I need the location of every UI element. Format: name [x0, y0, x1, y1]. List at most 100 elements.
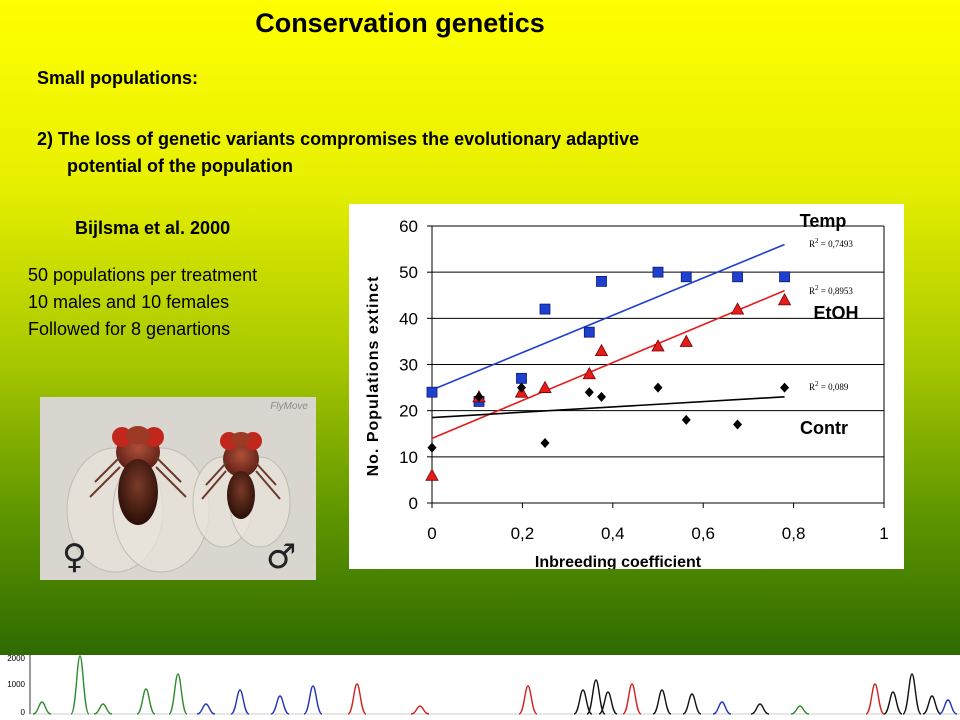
trace-peak	[70, 655, 90, 715]
data-point-etoh	[582, 366, 596, 380]
trace-peak	[196, 703, 216, 715]
trace-peak	[652, 689, 672, 715]
trace-peak	[586, 679, 606, 715]
slide-title: Conservation genetics	[255, 8, 545, 38]
x-axis-title: Inbreeding coefficient	[535, 554, 702, 569]
electropherogram-svg: 2000 1000 0	[7, 655, 960, 717]
trendline-temp	[431, 243, 785, 391]
data-point-etoh	[425, 468, 439, 481]
note-line: Followed for 8 genartions	[28, 319, 231, 339]
male-symbol-icon: ♂	[266, 537, 297, 577]
r-squared-contr: R2 = 0,089	[809, 380, 849, 392]
electropherogram-strip: 2000 1000 0	[0, 655, 960, 720]
extinction-chart: 0 10 20 30 40 50 60 0 0,2 0,4 0,6 0,8 1 Inbreeding co…	[349, 204, 904, 569]
photo-credit: FlyMove	[270, 401, 308, 412]
female-symbol-icon: ♀	[62, 537, 87, 577]
data-point-etoh	[594, 343, 609, 357]
trace-peak	[902, 673, 922, 715]
r-squared-etoh: R2 = 0,8953	[809, 284, 853, 296]
data-point-etoh	[651, 339, 665, 352]
trace-peak	[410, 705, 430, 715]
x-tick-label: 0,6	[691, 524, 715, 543]
data-point-contr	[516, 382, 526, 393]
y-tick-label: 30	[399, 356, 418, 375]
data-point-temp	[539, 303, 551, 315]
trace-peak	[303, 685, 323, 715]
data-point-etoh	[538, 380, 552, 393]
x-tick-label: 0,2	[511, 524, 535, 543]
trace-axis-label: 0	[21, 708, 26, 717]
reference: Bijlsma et al. 2000	[75, 218, 231, 238]
legend-label-temp: Temp	[800, 211, 847, 231]
y-tick-label: 20	[399, 402, 418, 421]
trace-peak	[712, 701, 732, 715]
chart-svg: 0 10 20 30 40 50 60 0 0,2 0,4 0,6 0,8 1 Inbreeding co…	[365, 211, 889, 569]
trace-peak	[347, 683, 367, 715]
trace-peak	[230, 689, 250, 715]
male-fly	[192, 432, 291, 548]
data-point-temp	[583, 326, 595, 338]
trace-peak	[270, 695, 290, 715]
y-tick-label: 10	[399, 448, 418, 467]
data-point-contr	[597, 391, 606, 402]
trace-peak	[518, 685, 538, 715]
x-tick-label: 1	[879, 524, 888, 543]
y-tick-label: 60	[399, 217, 418, 236]
y-tick-label: 40	[399, 309, 418, 328]
data-point-contr	[681, 414, 691, 425]
data-point-contr	[584, 387, 594, 398]
main-point-line-1: 2) The loss of genetic variants compromi…	[37, 129, 640, 149]
data-point-temp	[680, 271, 692, 283]
trace-peak	[682, 693, 702, 715]
trace-peak	[622, 683, 642, 715]
data-point-etoh	[730, 302, 745, 315]
trace-peak	[136, 688, 156, 715]
trace-peak	[168, 673, 188, 715]
x-tick-label: 0,4	[601, 524, 625, 543]
legend-label-contr: Contr	[800, 418, 848, 438]
data-point-contr	[427, 442, 437, 453]
y-axis-title: No. Populations extinct	[365, 276, 382, 477]
x-tick-label: 0	[427, 524, 436, 543]
data-point-contr	[474, 391, 484, 402]
female-fly	[66, 426, 210, 573]
trace-peak	[32, 701, 52, 715]
data-point-contr	[653, 382, 663, 393]
data-point-etoh	[777, 293, 792, 306]
trace-peak	[750, 703, 770, 715]
trace-peak	[93, 703, 113, 715]
data-point-temp	[779, 271, 790, 283]
fruit-fly-photo: FlyMove ♀ ♂	[40, 397, 316, 580]
data-point-etoh	[679, 334, 693, 347]
trace-peak	[865, 683, 885, 715]
data-point-contr	[780, 382, 790, 393]
y-tick-label: 50	[399, 263, 418, 282]
x-tick-label: 0,8	[782, 524, 806, 543]
y-tick-label: 0	[409, 494, 418, 513]
main-point: 2) The loss of genetic variants compromi…	[37, 126, 897, 180]
data-point-temp	[732, 271, 743, 283]
fruit-fly-illustration	[66, 426, 291, 573]
data-point-temp	[596, 276, 607, 287]
data-point-contr	[733, 419, 743, 430]
legend-label-etoh: EtOH	[814, 303, 859, 323]
r-squared-temp: R2 = 0,7493	[809, 237, 853, 249]
experiment-notes: 50 populations per treatment 10 males an…	[28, 262, 257, 343]
trendline-contr	[431, 396, 785, 419]
trace-peak	[598, 691, 618, 715]
data-point-temp	[652, 266, 664, 278]
trace-peak	[790, 705, 810, 715]
trace-axis-label: 2000	[7, 655, 25, 663]
data-point-temp	[426, 386, 438, 398]
data-point-contr	[540, 437, 550, 448]
trace-axis-label: 1000	[7, 680, 25, 689]
trace-peak	[573, 689, 593, 715]
trace-peak	[922, 695, 942, 715]
trace-peak	[883, 691, 903, 715]
data-point-temp	[516, 372, 527, 384]
trace-peak	[938, 699, 958, 715]
note-line: 50 populations per treatment	[28, 265, 258, 285]
main-point-line-2: potential of the population	[67, 156, 293, 176]
subheading: Small populations:	[37, 68, 199, 88]
note-line: 10 males and 10 females	[28, 292, 230, 312]
